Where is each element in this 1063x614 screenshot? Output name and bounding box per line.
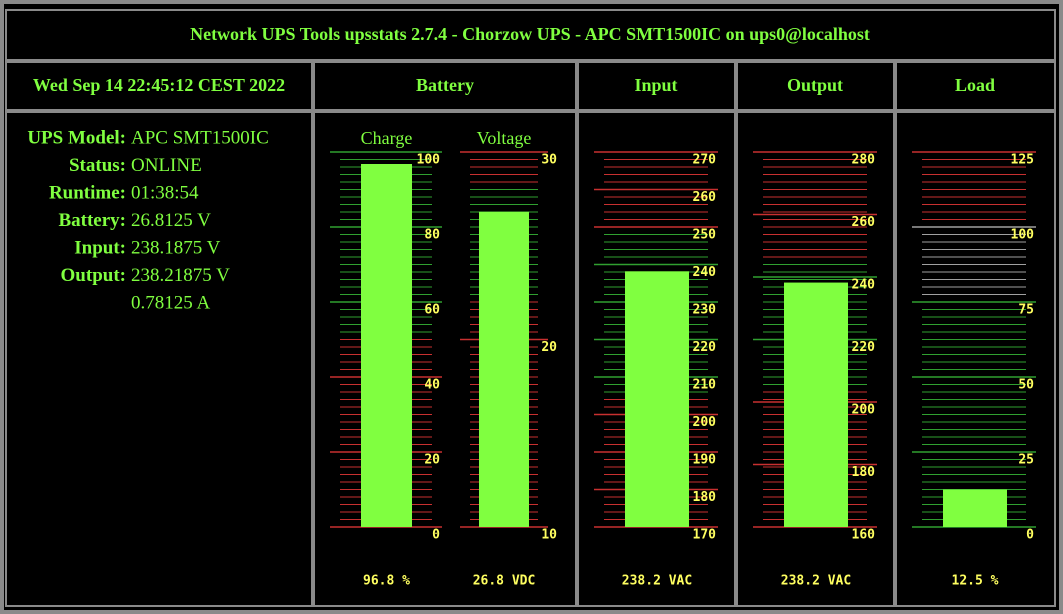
tick-label: 40 bbox=[424, 378, 440, 393]
gauge-bar bbox=[625, 271, 689, 527]
tick-label: 50 bbox=[1018, 378, 1034, 393]
tick-label: 280 bbox=[852, 153, 876, 168]
timestamp: Wed Sep 14 22:45:12 CEST 2022 bbox=[33, 75, 285, 95]
info-value: 01:38:54 bbox=[131, 182, 199, 203]
gauge-caption: Voltage bbox=[477, 128, 532, 148]
tick-label: 220 bbox=[852, 340, 876, 355]
tick-label: 260 bbox=[693, 190, 717, 205]
info-value: 26.8125 V bbox=[131, 210, 211, 231]
tick-label: 180 bbox=[852, 465, 876, 480]
column-header: Output bbox=[787, 75, 843, 95]
tick-label: 180 bbox=[693, 490, 717, 505]
gauge-value: 96.8 % bbox=[363, 574, 410, 589]
tick-label: 270 bbox=[693, 153, 717, 168]
tick-label: 80 bbox=[424, 228, 440, 243]
info-label: Battery: bbox=[58, 210, 126, 231]
tick-label: 200 bbox=[852, 403, 876, 418]
tick-label: 0 bbox=[432, 528, 440, 543]
tick-label: 75 bbox=[1018, 303, 1034, 318]
info-label: Runtime: bbox=[49, 182, 126, 203]
tick-label: 210 bbox=[693, 378, 717, 393]
gauge-value: 12.5 % bbox=[952, 574, 999, 589]
info-value: APC SMT1500IC bbox=[131, 127, 269, 148]
gauge-value: 238.2 VAC bbox=[622, 574, 692, 589]
gauge-bar bbox=[361, 164, 412, 527]
tick-label: 20 bbox=[424, 453, 440, 468]
info-label: Output: bbox=[61, 265, 126, 286]
info-value: 238.1875 V bbox=[131, 237, 221, 258]
tick-label: 100 bbox=[417, 153, 441, 168]
tick-label: 170 bbox=[693, 528, 717, 543]
gauge-value: 26.8 VDC bbox=[473, 574, 536, 589]
tick-label: 250 bbox=[693, 228, 717, 243]
info-value: 238.21875 V bbox=[131, 265, 230, 286]
tick-label: 20 bbox=[541, 340, 557, 355]
info-label: Status: bbox=[69, 155, 126, 176]
tick-label: 240 bbox=[852, 278, 876, 293]
tick-label: 125 bbox=[1011, 153, 1034, 168]
page-title: Network UPS Tools upsstats 2.7.4 - Chorz… bbox=[190, 24, 870, 44]
tick-label: 200 bbox=[693, 415, 717, 430]
tick-label: 260 bbox=[852, 215, 876, 230]
column-header: Input bbox=[634, 75, 677, 95]
info-label: Input: bbox=[74, 237, 126, 258]
info-value: 0.78125 A bbox=[131, 292, 210, 313]
tick-label: 190 bbox=[693, 453, 717, 468]
tick-label: 240 bbox=[693, 265, 717, 280]
tick-label: 230 bbox=[693, 303, 717, 318]
info-value: ONLINE bbox=[131, 155, 202, 176]
tick-label: 220 bbox=[693, 340, 717, 355]
tick-label: 100 bbox=[1011, 228, 1035, 243]
info-label: UPS Model: bbox=[27, 127, 126, 148]
gauge-bar bbox=[784, 282, 848, 527]
cell-borders bbox=[5, 9, 1056, 607]
tick-label: 0 bbox=[1026, 528, 1034, 543]
gauge-bar bbox=[943, 489, 1007, 527]
tick-label: 60 bbox=[424, 303, 440, 318]
tick-label: 30 bbox=[541, 153, 557, 168]
gauge-caption: Charge bbox=[361, 128, 413, 148]
column-header: Load bbox=[955, 75, 995, 95]
gauge-bar bbox=[479, 211, 529, 527]
tick-label: 10 bbox=[541, 528, 557, 543]
gauge-value: 238.2 VAC bbox=[781, 574, 851, 589]
tick-label: 25 bbox=[1018, 453, 1034, 468]
tick-label: 160 bbox=[852, 528, 876, 543]
column-header: Battery bbox=[416, 75, 474, 95]
